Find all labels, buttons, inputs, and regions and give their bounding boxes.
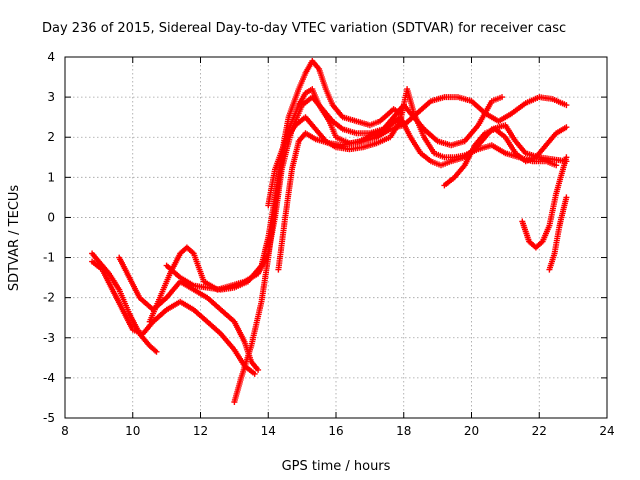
- x-tick-label: 14: [261, 424, 276, 438]
- x-tick-label: 10: [125, 424, 140, 438]
- y-tick-label: 2: [47, 130, 55, 144]
- satellite-track-11: [546, 194, 570, 273]
- y-tick-label: 3: [47, 90, 55, 104]
- x-tick-label: 20: [464, 424, 479, 438]
- y-tick-label: 4: [47, 50, 55, 64]
- satellite-track-6: [231, 86, 570, 405]
- x-tick-label: 8: [61, 424, 69, 438]
- satellite-track-6-markers: [231, 86, 570, 405]
- satellite-track-3: [116, 254, 262, 373]
- x-tick-label: 16: [328, 424, 343, 438]
- satellite-track-9-markers: [441, 124, 570, 189]
- y-tick-label: -5: [43, 411, 55, 425]
- x-tick-label: 24: [599, 424, 614, 438]
- y-tick-label: 0: [47, 210, 55, 224]
- satellite-track-9: [441, 124, 570, 189]
- satellite-track-10-markers: [519, 154, 570, 251]
- y-tick-label: -3: [43, 331, 55, 345]
- x-tick-label: 12: [193, 424, 208, 438]
- y-tick-label: 1: [47, 170, 55, 184]
- satellite-track-3-markers: [116, 254, 262, 373]
- satellite-track-2-markers: [89, 258, 258, 377]
- satellite-track-8-markers: [275, 114, 570, 273]
- satellite-track-10: [519, 154, 570, 251]
- y-axis-label: SDTVAR / TECUs: [7, 185, 22, 292]
- satellite-track-7-markers: [265, 86, 560, 209]
- y-tick-label: -2: [43, 291, 55, 305]
- data-series: [89, 58, 570, 405]
- satellite-track-7: [265, 86, 560, 209]
- chart-title: Day 236 of 2015, Sidereal Day-to-day VTE…: [42, 21, 566, 36]
- y-tick-label: -4: [43, 371, 55, 385]
- y-tick-label: -1: [43, 251, 55, 265]
- satellite-track-2: [89, 258, 258, 377]
- satellite-track-11-markers: [546, 194, 570, 273]
- satellite-track-8: [275, 114, 570, 273]
- x-tick-label: 22: [532, 424, 547, 438]
- x-axis-label: GPS time / hours: [282, 459, 391, 474]
- x-tick-label: 18: [396, 424, 411, 438]
